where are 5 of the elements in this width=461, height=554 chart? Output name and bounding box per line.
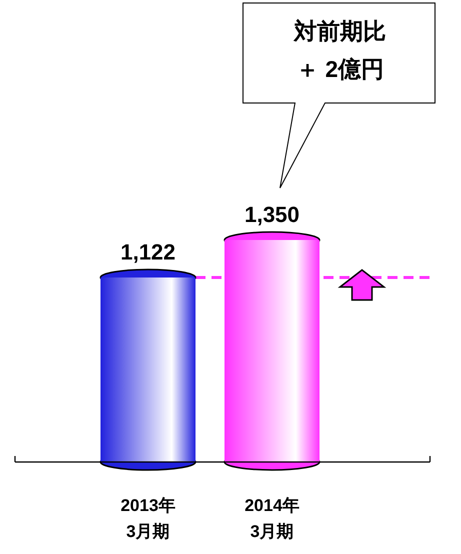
x-tick-label: 2014年3月期	[244, 495, 300, 543]
text: 対前期比＋ 2億円	[292, 17, 387, 84]
data-label: 1,122	[120, 239, 176, 264]
x-tick-label: 2013年3月期	[120, 495, 176, 543]
data-label: 1,350	[244, 202, 300, 227]
